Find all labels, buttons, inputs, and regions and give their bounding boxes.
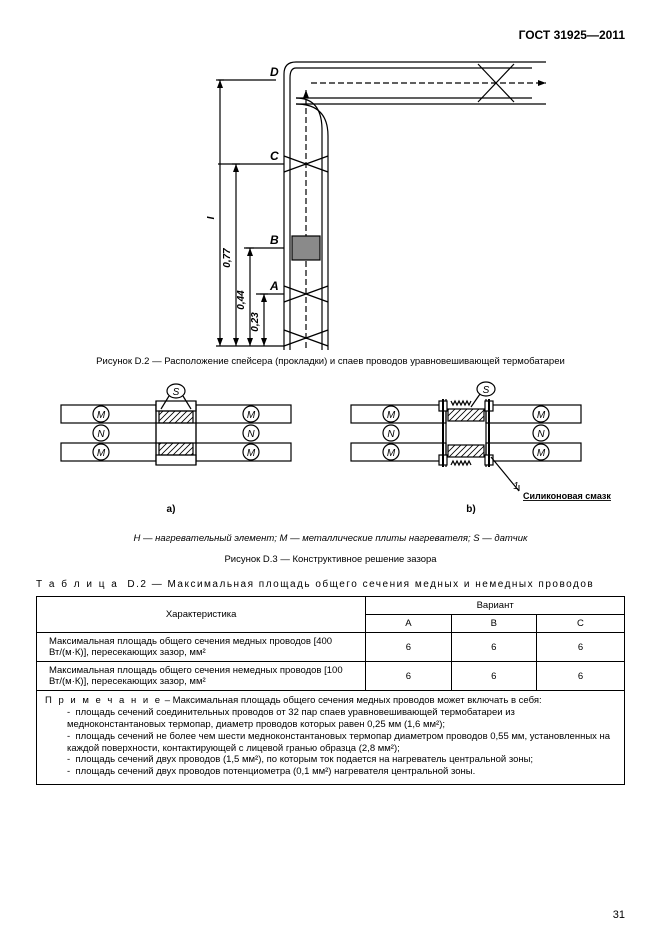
figure-d3-caption: Рисунок D.3 — Конструктивное решение заз… (36, 554, 625, 565)
fig-d2-dim-023: 0,23 (250, 312, 261, 332)
table-d2-note: П р и м е ч а н и е – Максимальная площа… (36, 691, 625, 785)
fig-d2-label-d: D (270, 65, 279, 79)
svg-text:N: N (97, 429, 105, 440)
svg-text:M: M (386, 448, 395, 459)
th-characteristic: Характеристика (37, 597, 366, 633)
svg-text:N: N (537, 429, 545, 440)
fig-d3-label-a: a) (166, 504, 175, 515)
svg-text:S: S (482, 385, 489, 396)
svg-text:1: 1 (513, 481, 519, 492)
table-row: Максимальная площадь общего сечения неме… (37, 662, 625, 691)
fig-d2-dim-077: 0,77 (222, 248, 233, 268)
fig-d2-label-c: C (270, 149, 279, 163)
svg-text:M: M (246, 448, 255, 459)
fig-d3-callout-text: Силиконовая смазка (523, 491, 611, 501)
svg-text:S: S (172, 387, 179, 398)
table-d2: Характеристика Вариант A B C Максимальна… (36, 596, 625, 691)
th-b: B (451, 615, 536, 633)
doc-header: ГОСТ 31925—2011 (36, 28, 625, 42)
svg-text:M: M (96, 448, 105, 459)
table-d2-title: Т а б л и ц а D.2 — Максимальная площадь… (36, 579, 625, 590)
svg-text:N: N (387, 429, 395, 440)
fig-d2-dim-044: 0,44 (236, 290, 247, 310)
svg-text:M: M (386, 410, 395, 421)
th-a: A (366, 615, 451, 633)
page-number: 31 (613, 909, 625, 921)
fig-d2-dim-i: I (206, 216, 217, 219)
svg-text:M: M (536, 410, 545, 421)
svg-text:M: M (246, 410, 255, 421)
th-variant: Вариант (366, 597, 625, 615)
table-row: Максимальная площадь общего сечения медн… (37, 633, 625, 662)
svg-text:M: M (536, 448, 545, 459)
fig-d3-label-b: b) (466, 504, 475, 515)
svg-text:N: N (247, 429, 255, 440)
fig-d2-label-a: A (269, 279, 279, 293)
fig-d2-label-b: B (270, 233, 279, 247)
figure-d2-caption: Рисунок D.2 — Расположение спейсера (про… (36, 356, 625, 367)
svg-text:M: M (96, 410, 105, 421)
figure-d2: D C B A I 0,77 0,44 0,23 (116, 50, 546, 350)
figure-d3-legend: H — нагревательный элемент; M — металлич… (36, 533, 625, 544)
figure-d3: S S M M N N M M M M N N M M 1 a) b) Силиконова… (51, 377, 611, 527)
th-c: C (536, 615, 624, 633)
